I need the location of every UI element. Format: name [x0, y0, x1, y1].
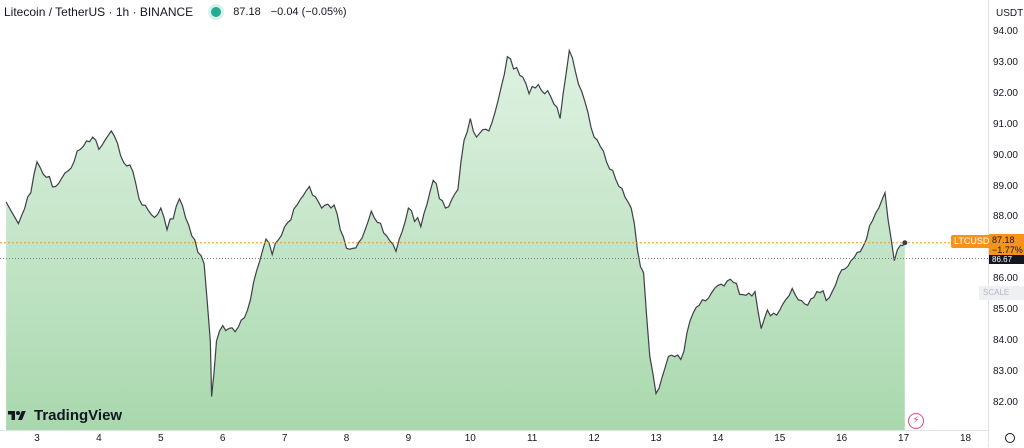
- time-tick-label: 13: [650, 433, 662, 444]
- price-line: [5, 48, 906, 397]
- time-tick-label: 17: [898, 433, 910, 444]
- symbol-price-tag: LTCUSDT: [951, 235, 998, 248]
- gear-icon[interactable]: [1005, 433, 1015, 443]
- price-tick-label: 91.00: [992, 118, 1018, 130]
- price-tick-label: 94.00: [992, 26, 1018, 37]
- legend-change: −0.04 (−0.05%): [270, 6, 347, 18]
- price-tick-label: 89.00: [992, 180, 1018, 192]
- time-tick-label: 12: [588, 433, 600, 444]
- price-chart[interactable]: [0, 0, 988, 430]
- brand-name: TradingView: [34, 407, 123, 424]
- last-price-marker: [902, 240, 908, 246]
- price-tick-label: 86.00: [992, 273, 1018, 285]
- lightning-icon[interactable]: ⚡: [908, 413, 924, 429]
- price-axis[interactable]: [988, 0, 1024, 447]
- prev-close-tag: 86.67: [989, 255, 1024, 264]
- price-tick-label: 82.00: [992, 396, 1018, 408]
- price-tick-label: 83.00: [992, 365, 1018, 377]
- price-tick-label: 90.00: [992, 149, 1018, 161]
- time-tick-label: 4: [96, 433, 102, 444]
- time-tick-label: 15: [774, 433, 786, 444]
- time-tick-label: 18: [959, 433, 972, 444]
- time-tick-label: 3: [34, 433, 40, 444]
- time-tick-label: 14: [712, 433, 724, 444]
- time-tick-label: 9: [405, 433, 412, 444]
- tradingview-brand[interactable]: TradingView: [6, 407, 122, 424]
- price-tick-label: 92.00: [992, 87, 1018, 99]
- market-open-dot-icon: [211, 7, 222, 17]
- time-tick-label: 11: [526, 433, 538, 444]
- time-tick-label: 7: [281, 433, 288, 444]
- symbol-title[interactable]: Litecoin / TetherUS · 1h · BINANCE: [4, 5, 194, 19]
- last-price-tag: 87.18 −1.77%: [989, 234, 1024, 256]
- price-area-fill: [6, 50, 905, 430]
- last-price-change: −1.77%: [992, 245, 1023, 255]
- time-tick-label: 6: [219, 433, 226, 444]
- time-tick-label: 16: [836, 433, 848, 444]
- price-tick-label: 88.00: [992, 211, 1018, 223]
- time-tick-label: 5: [158, 433, 164, 444]
- tradingview-logo-icon: [8, 410, 26, 420]
- time-tick-label: 10: [464, 433, 476, 444]
- price-tick-label: 85.00: [992, 304, 1018, 316]
- last-price-value: 87.18: [992, 235, 1015, 245]
- legend-price: 87.18: [233, 6, 261, 18]
- scale-hint-tag: SCALE: [979, 286, 1024, 300]
- price-tick-label: 93.00: [992, 56, 1018, 68]
- price-tick-label: 84.00: [992, 335, 1018, 346]
- time-tick-label: 8: [343, 433, 350, 444]
- symbol-legend[interactable]: Litecoin / TetherUS · 1h · BINANCE 87.18…: [0, 4, 347, 20]
- time-axis[interactable]: [0, 430, 988, 448]
- currency-label[interactable]: USDT: [996, 8, 1024, 19]
